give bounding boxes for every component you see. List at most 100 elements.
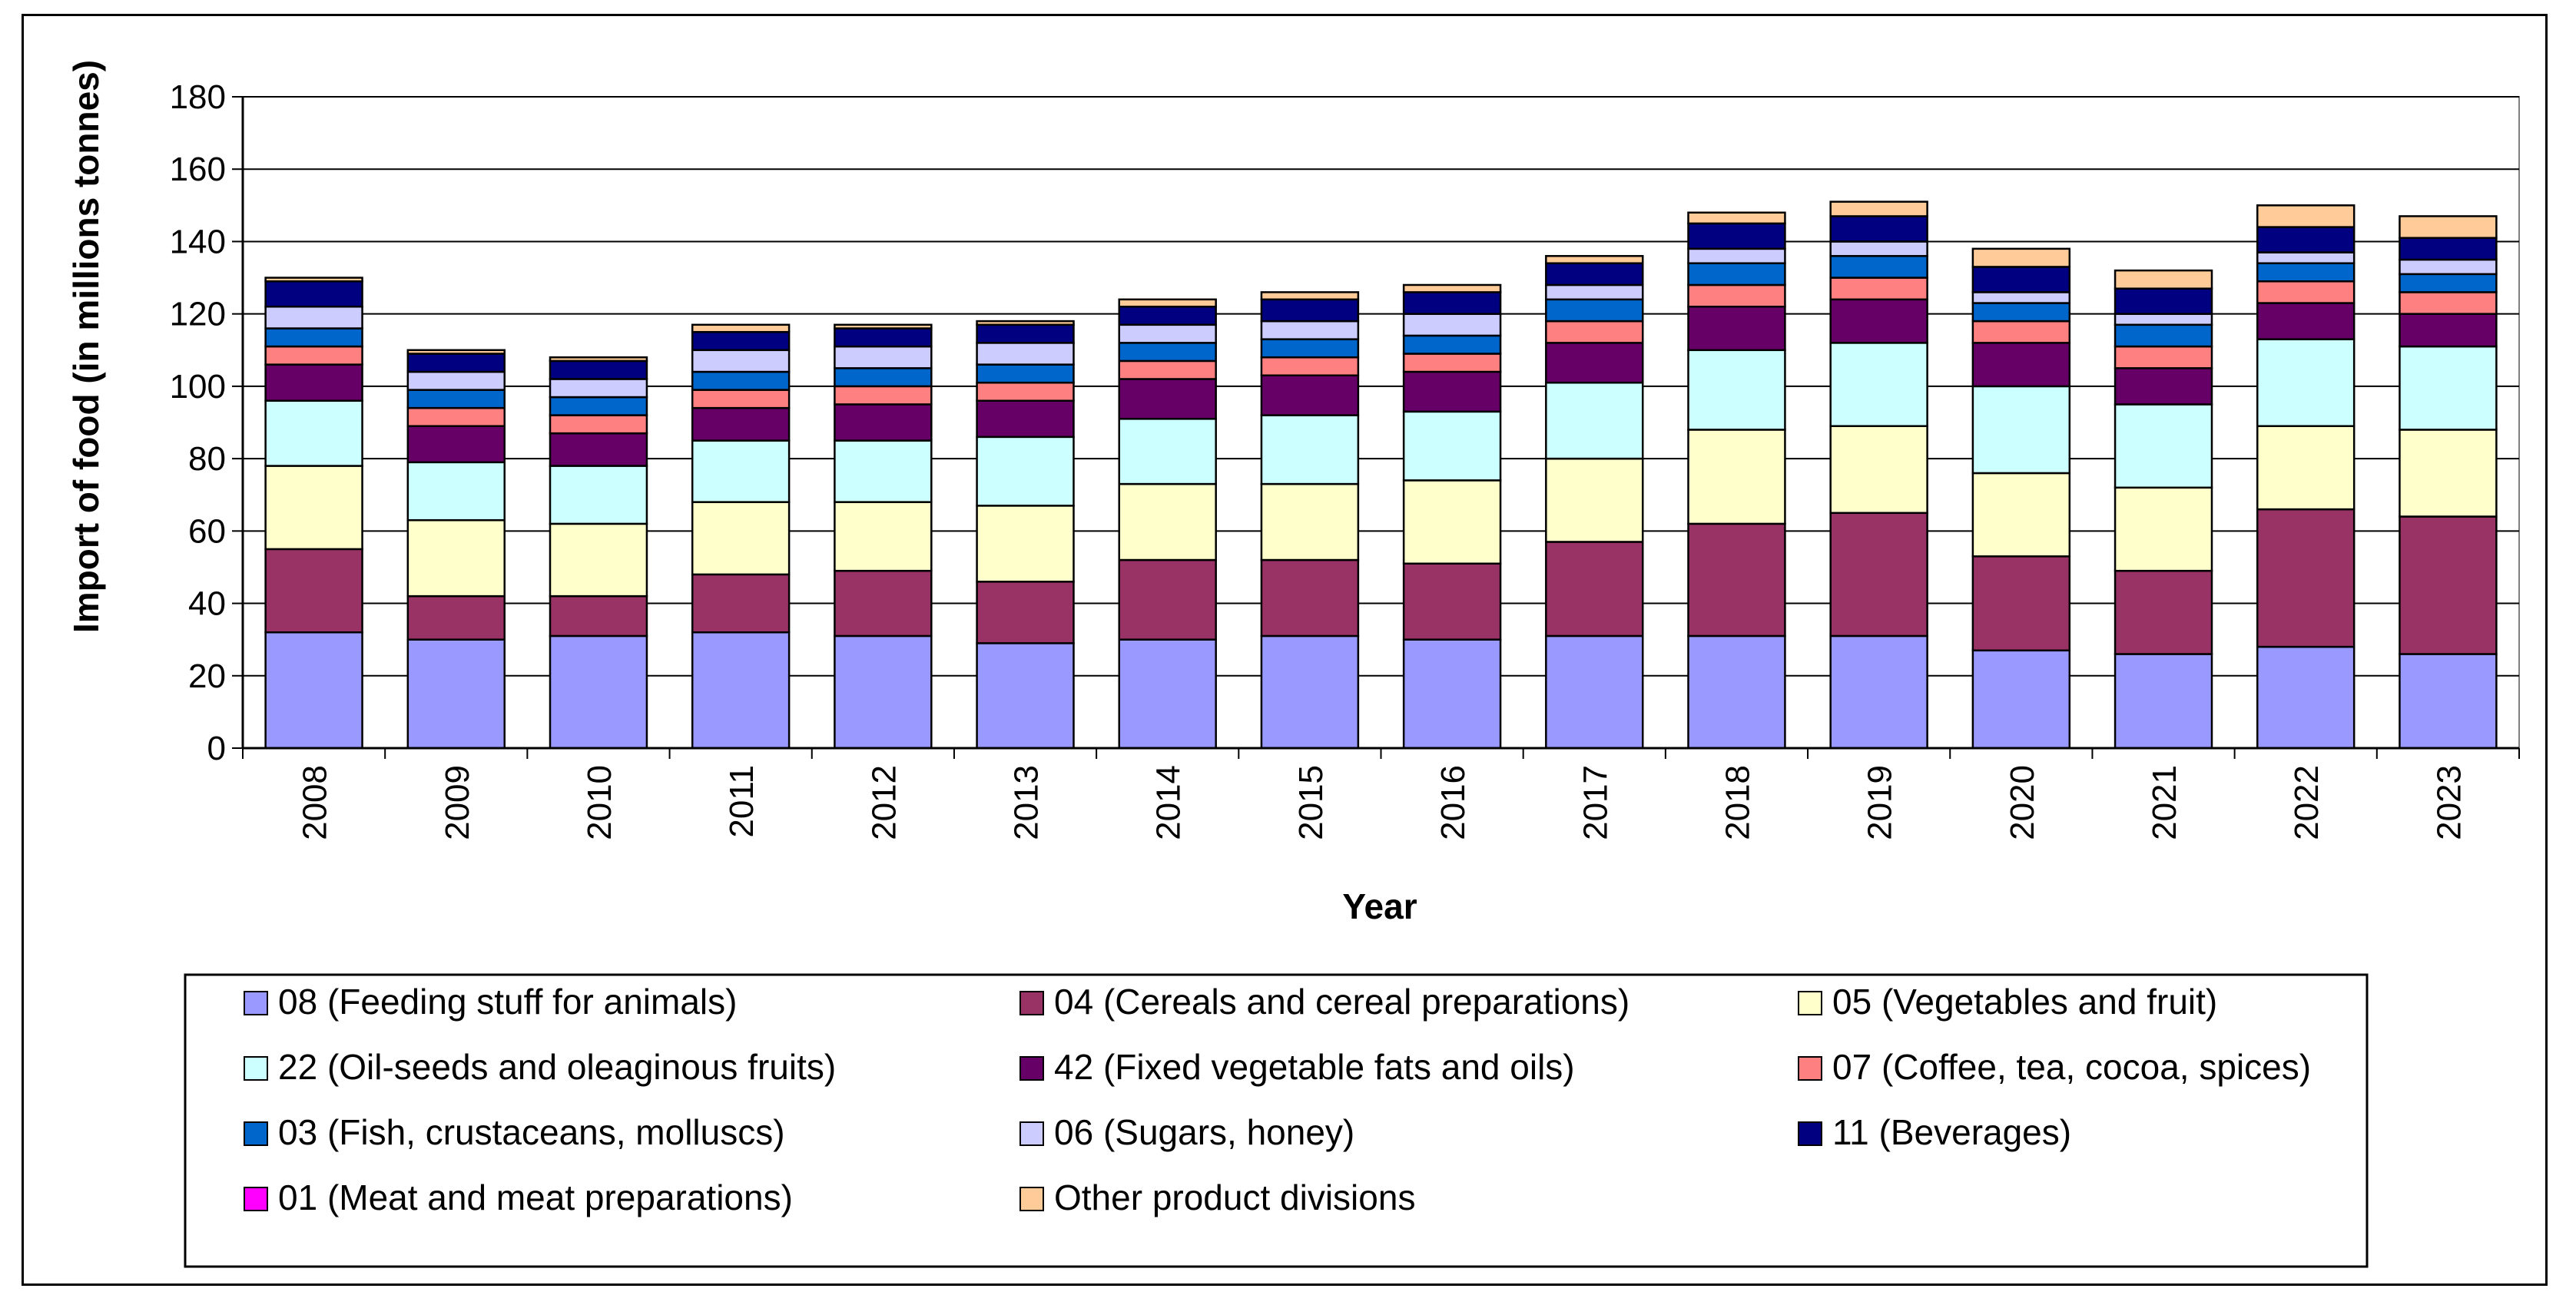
bar-segment bbox=[549, 522, 648, 598]
bar-segment bbox=[691, 389, 791, 409]
bar-segment bbox=[834, 323, 933, 330]
bar-segment bbox=[1971, 649, 2071, 750]
legend-label: 01 (Meat and meat preparations) bbox=[278, 1177, 793, 1217]
bar-segment bbox=[1118, 482, 1217, 561]
bar-segment bbox=[1545, 634, 1644, 750]
bar-segment bbox=[691, 573, 791, 634]
x-tick-label: 2017 bbox=[1576, 765, 1614, 840]
bar-segment bbox=[976, 399, 1075, 439]
bar-segment bbox=[976, 363, 1075, 384]
legend-swatch bbox=[1019, 991, 1044, 1015]
y-tick-label: 140 bbox=[170, 223, 226, 260]
bar-segment bbox=[549, 595, 648, 638]
chart-frame: 0 20 40 60 80 100 120 140 160 180 2008 2009 2010 2011… bbox=[22, 14, 2548, 1286]
bar-segment bbox=[264, 465, 363, 551]
bar-segment bbox=[2114, 269, 2213, 290]
legend-label: 42 (Fixed vegetable fats and oils) bbox=[1054, 1047, 1575, 1087]
legend-swatch bbox=[1019, 1056, 1044, 1081]
bar-segment bbox=[2256, 425, 2356, 511]
bar-segment bbox=[2256, 204, 2356, 228]
bar-segment bbox=[1687, 211, 1786, 225]
x-tick-label: 2019 bbox=[1862, 765, 1899, 840]
bar-segment bbox=[1402, 410, 1502, 482]
bar-segment bbox=[1260, 558, 1360, 638]
bar-segment bbox=[1402, 370, 1502, 413]
bar-segment bbox=[264, 280, 363, 308]
bar-segment bbox=[1829, 277, 1928, 301]
bar-segment bbox=[976, 505, 1075, 583]
bar-segment bbox=[976, 323, 1075, 344]
bar-segment bbox=[406, 461, 506, 522]
bar-segment bbox=[1829, 425, 1928, 515]
bar-segment bbox=[2399, 515, 2498, 655]
x-axis-title: Year bbox=[1342, 886, 1417, 926]
bar-segment bbox=[549, 359, 648, 380]
bar-segment bbox=[549, 414, 648, 435]
legend-swatch bbox=[1798, 1121, 1822, 1146]
bar-segment bbox=[976, 381, 1075, 402]
axes: 0 20 40 60 80 100 120 140 160 180 2008 2009 2010 2011… bbox=[170, 78, 2520, 840]
bar-segment bbox=[2256, 645, 2356, 750]
x-tick-label: 2016 bbox=[1434, 765, 1472, 840]
bar-segment bbox=[1971, 385, 2071, 475]
legend-label: 22 (Oil-seeds and oleaginous fruits) bbox=[278, 1047, 836, 1087]
bar-segment bbox=[2114, 367, 2213, 406]
x-tick-label: 2015 bbox=[1292, 765, 1330, 840]
x-tick-label: 2018 bbox=[1719, 765, 1756, 840]
legend-label: 08 (Feeding stuff for animals) bbox=[278, 982, 737, 1022]
bar-segment bbox=[1118, 378, 1217, 420]
legend-swatch bbox=[244, 1121, 268, 1146]
y-tick-label: 100 bbox=[170, 368, 226, 406]
bar-segment bbox=[406, 638, 506, 750]
bar-segment bbox=[1829, 255, 1928, 279]
bar-segment bbox=[1545, 262, 1644, 287]
stacked-bar-chart: 0 20 40 60 80 100 120 140 160 180 2008 2009 2010 2011… bbox=[66, 60, 2520, 1268]
bar-segment bbox=[2399, 291, 2498, 315]
bar-segment bbox=[2399, 258, 2498, 276]
bar-segment bbox=[2256, 262, 2356, 283]
bar-segment bbox=[1260, 338, 1360, 359]
bar-segment bbox=[1545, 255, 1644, 264]
bar-segment bbox=[834, 634, 933, 750]
legend-label: 07 (Coffee, tea, cocoa, spices) bbox=[1832, 1047, 2311, 1087]
bar-segment bbox=[834, 385, 933, 406]
bar-segment bbox=[1687, 429, 1786, 525]
y-tick-label: 180 bbox=[170, 78, 226, 116]
bar-segment bbox=[1118, 323, 1217, 344]
bar-segment bbox=[1687, 522, 1786, 638]
bar-segment bbox=[264, 399, 363, 467]
bar-segment bbox=[264, 345, 363, 366]
bar-segment bbox=[1402, 562, 1502, 641]
x-tick-label: 2023 bbox=[2430, 765, 2468, 840]
bar-segment bbox=[1545, 320, 1644, 344]
bar-segment bbox=[1260, 320, 1360, 340]
x-tick-label: 2010 bbox=[581, 765, 618, 840]
bar-segment bbox=[2114, 345, 2213, 369]
bar-segment bbox=[1545, 457, 1644, 543]
bars bbox=[264, 200, 2498, 750]
bar-segment bbox=[1260, 291, 1360, 301]
bar-segment bbox=[2114, 653, 2213, 750]
bar-segment bbox=[406, 389, 506, 409]
legend-swatch bbox=[244, 1187, 268, 1211]
bar-segment bbox=[1402, 291, 1502, 315]
bar-segment bbox=[834, 569, 933, 638]
x-tick-label: 2020 bbox=[2004, 765, 2041, 840]
bar-segment bbox=[1402, 479, 1502, 565]
bar-segment bbox=[1402, 353, 1502, 373]
bar-segment bbox=[1829, 634, 1928, 750]
bar-segment bbox=[2399, 345, 2498, 431]
bar-segment bbox=[2256, 338, 2356, 427]
bar-segment bbox=[549, 432, 648, 467]
legend-swatch bbox=[1019, 1121, 1044, 1146]
y-axis-title: Import of food (in millions tonnes) bbox=[66, 60, 106, 633]
bar-segment bbox=[2114, 287, 2213, 315]
bar-segment bbox=[1118, 342, 1217, 363]
bar-segment bbox=[2399, 237, 2498, 261]
bar-segment bbox=[2399, 273, 2498, 293]
x-tick-label: 2009 bbox=[439, 765, 476, 840]
bar-segment bbox=[976, 436, 1075, 507]
y-tick-label: 40 bbox=[188, 585, 226, 623]
y-tick-label: 120 bbox=[170, 296, 226, 333]
bar-segment bbox=[1687, 262, 1786, 287]
